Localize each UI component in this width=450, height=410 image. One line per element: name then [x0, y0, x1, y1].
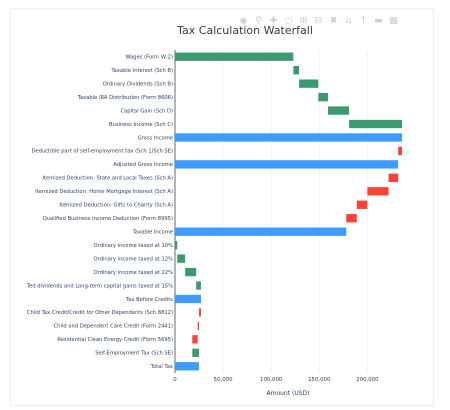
- category-label: Taxable IRA Distribution (Form 8606): [77, 95, 173, 101]
- category-label: Capital Gain (Sch D): [120, 108, 173, 114]
- waterfall-bar[interactable]: [327, 106, 350, 115]
- waterfall-bar[interactable]: [175, 227, 347, 236]
- bars: [175, 52, 402, 371]
- waterfall-bar[interactable]: [367, 187, 389, 196]
- compare-icon[interactable]: ▬: [374, 16, 383, 26]
- category-label: Business Income (Sch C): [109, 122, 173, 128]
- waterfall-bar[interactable]: [293, 66, 300, 75]
- lasso-icon[interactable]: ○: [284, 16, 293, 26]
- waterfall-bar[interactable]: [388, 173, 399, 183]
- pan-icon[interactable]: ✚: [269, 16, 278, 26]
- category-label: Itemized Deduction: Gifts to Charity (Sc…: [59, 203, 173, 209]
- category-label: Qualified Business Income Deduction (For…: [43, 216, 173, 222]
- waterfall-bar[interactable]: [197, 321, 200, 331]
- zoom-out-icon[interactable]: ⊟: [314, 16, 323, 26]
- category-label: Total Tax: [150, 364, 173, 370]
- zoom-icon[interactable]: ⚲: [255, 16, 262, 26]
- waterfall-bar[interactable]: [175, 133, 402, 142]
- waterfall-bar[interactable]: [318, 92, 328, 102]
- category-label: Deductible part of self-employment tax (…: [31, 149, 173, 155]
- autoscale-icon[interactable]: ✖: [329, 16, 338, 26]
- waterfall-bar[interactable]: [175, 240, 178, 250]
- category-label: Ordinary Dividends (Sch B): [103, 81, 173, 87]
- x-tick-label: 150,000: [308, 377, 331, 383]
- home-icon[interactable]: ⌂: [345, 16, 352, 26]
- category-label: Gross Income: [138, 135, 173, 141]
- category-label: Self-Employment Tax (Sch SE): [95, 351, 173, 357]
- waterfall-bar[interactable]: [299, 79, 319, 88]
- x-tick-label: 50,000: [214, 377, 233, 383]
- chart-title: Tax Calculation Waterfall: [177, 24, 313, 37]
- waterfall-bar[interactable]: [175, 52, 294, 61]
- bar-chart-icon[interactable]: ▩: [389, 16, 398, 26]
- category-label: Itemized Deduction: Home Mortgage Intere…: [35, 189, 173, 195]
- x-tick-label: 200,000: [356, 377, 379, 383]
- category-label: Taxable Interest (Sch B): [110, 68, 173, 74]
- category-labels: Wages (Form W-2) Taxable Interest (Sch B)…: [26, 55, 173, 371]
- spike-icon[interactable]: ↑: [359, 16, 368, 26]
- category-label: Tax Before Credits: [125, 297, 173, 303]
- category-label: Wages (Form W-2): [125, 55, 173, 61]
- waterfall-bar[interactable]: [349, 119, 402, 129]
- waterfall-bar[interactable]: [398, 146, 402, 156]
- waterfall-bar[interactable]: [192, 348, 200, 357]
- waterfall-bar[interactable]: [177, 254, 186, 263]
- waterfall-bar[interactable]: [175, 294, 201, 304]
- category-label: Itemized Deduction: State and Local Taxe…: [42, 176, 173, 182]
- waterfall-bar[interactable]: [356, 200, 368, 209]
- x-tick-labels: 0 50,000 100,000 150,000 200,000: [173, 377, 379, 383]
- category-label: Adjusted Gross Income: [113, 162, 173, 168]
- category-label: Ordinary income taxed at 12%: [94, 256, 174, 262]
- waterfall-bar[interactable]: [185, 267, 197, 277]
- category-label: Ordinary income taxed at 10%: [94, 243, 174, 249]
- waterfall-bar[interactable]: [175, 362, 200, 371]
- waterfall-bar[interactable]: [192, 335, 198, 344]
- category-label: Ted dividends and Long-term capital gain…: [26, 283, 173, 289]
- modebar: ◉ ⚲ ✚ ○ ⊞ ⊟ ✖ ⌂ ↑ ▬ ▩: [238, 16, 399, 28]
- category-label: Taxable Income: [132, 229, 173, 235]
- waterfall-bar[interactable]: [196, 281, 201, 290]
- zoom-in-icon[interactable]: ⊞: [299, 16, 308, 26]
- waterfall-bar[interactable]: [175, 160, 399, 169]
- category-label: Child and Dependent Care Credit (Form 24…: [54, 324, 173, 330]
- gridlines: [174, 50, 368, 373]
- waterfall-bar[interactable]: [346, 214, 357, 223]
- x-axis-title: Amount (USD): [267, 390, 310, 397]
- category-label: Residential Clean Energy Credit (Form 56…: [57, 337, 173, 343]
- x-tick-label: 100,000: [260, 377, 283, 383]
- category-label: Child Tax Credit/Credit for Other Depend…: [27, 310, 173, 316]
- category-label: Ordinary income taxed at 22%: [94, 270, 174, 276]
- camera-icon[interactable]: ◉: [239, 16, 248, 26]
- waterfall-bar[interactable]: [199, 308, 201, 317]
- x-tick-label: 0: [173, 377, 177, 383]
